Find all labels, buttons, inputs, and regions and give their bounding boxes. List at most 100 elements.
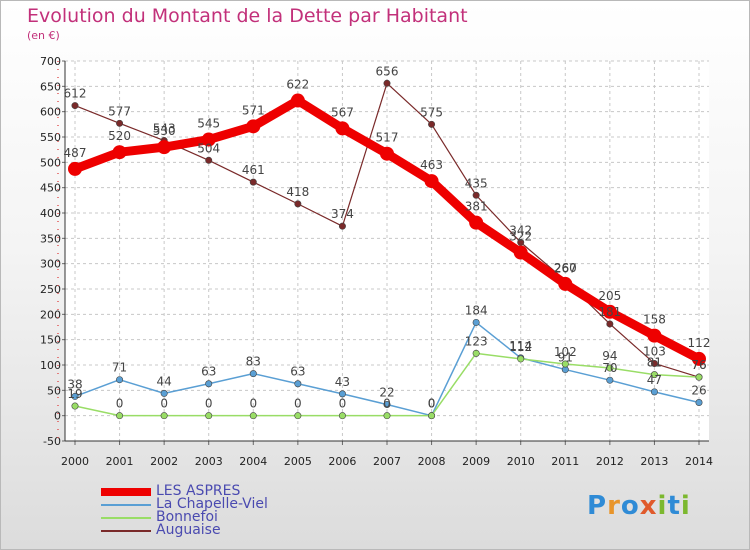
point-bonnefoi xyxy=(517,355,525,363)
legend-swatch xyxy=(101,530,151,532)
logo-letter: P xyxy=(587,491,608,521)
legend-label: Bonnefoi xyxy=(156,509,218,525)
data-label-la-chapelle-viel: 47 xyxy=(647,373,662,387)
data-label-la-chapelle-viel: 22 xyxy=(379,386,394,400)
point-bonnefoi xyxy=(71,402,79,410)
data-label-les-aspres: 571 xyxy=(242,103,265,117)
point-auguaise xyxy=(472,191,480,199)
y-tick-label: 300 xyxy=(40,258,61,271)
data-label-les-aspres: 567 xyxy=(331,105,354,119)
y-tick-label: 700 xyxy=(40,55,61,68)
point-bonnefoi xyxy=(383,412,391,420)
point-les-aspres xyxy=(112,145,127,160)
data-label-la-chapelle-viel: 63 xyxy=(290,365,305,379)
y-tick-label: 550 xyxy=(40,131,61,144)
x-tick-label: 2001 xyxy=(106,455,134,468)
point-auguaise xyxy=(650,359,658,367)
legend-label: La Chapelle-Viel xyxy=(156,496,268,512)
data-label-les-aspres: 517 xyxy=(376,131,399,145)
point-bonnefoi xyxy=(472,349,480,357)
data-label-auguaise: 461 xyxy=(242,163,265,177)
x-tick-label: 2004 xyxy=(239,455,267,468)
y-tick-label: 350 xyxy=(40,232,61,245)
y-tick-label: 150 xyxy=(40,334,61,347)
y-tick-label: 0 xyxy=(54,410,61,423)
proxiti-logo: Proxiti xyxy=(587,491,691,521)
data-label-bonnefoi: 76 xyxy=(691,358,706,372)
point-les-aspres xyxy=(201,132,216,147)
data-label-la-chapelle-viel: 114 xyxy=(509,339,532,353)
data-label-auguaise: 76 xyxy=(691,358,706,372)
point-les-aspres xyxy=(692,351,706,366)
point-bonnefoi xyxy=(606,364,614,372)
y-tick-label: 50 xyxy=(47,384,61,397)
y-tick-label: 600 xyxy=(40,106,61,119)
point-les-aspres xyxy=(335,121,350,136)
chart-subtitle: (en €) xyxy=(27,29,60,42)
data-label-la-chapelle-viel: 184 xyxy=(465,303,488,317)
data-label-bonnefoi: 0 xyxy=(339,397,347,411)
data-label-bonnefoi: 0 xyxy=(249,397,257,411)
data-label-auguaise: 575 xyxy=(420,105,443,119)
point-auguaise xyxy=(294,200,302,208)
legend-label: LES ASPRES xyxy=(156,483,241,499)
x-tick-label: 2012 xyxy=(596,455,624,468)
data-label-auguaise: 267 xyxy=(554,261,577,275)
point-les-aspres xyxy=(380,146,394,161)
point-bonnefoi xyxy=(695,373,703,381)
data-label-auguaise: 543 xyxy=(153,122,176,136)
point-auguaise xyxy=(205,156,213,164)
point-la-chapelle-viel xyxy=(160,389,168,397)
logo-letter: i xyxy=(680,491,691,521)
data-label-la-chapelle-viel: 71 xyxy=(112,361,127,375)
data-label-auguaise: 418 xyxy=(286,185,309,199)
point-bonnefoi xyxy=(249,412,257,420)
point-bonnefoi xyxy=(116,412,124,420)
data-label-la-chapelle-viel: 70 xyxy=(602,361,617,375)
x-tick-label: 2002 xyxy=(150,455,178,468)
data-label-la-chapelle-viel: 91 xyxy=(558,351,573,365)
point-bonnefoi xyxy=(650,371,658,379)
data-label-auguaise: 103 xyxy=(643,344,666,358)
data-label-bonnefoi: 0 xyxy=(205,397,213,411)
x-tick-label: 2006 xyxy=(328,455,356,468)
point-les-aspres xyxy=(647,328,662,343)
data-label-auguaise: 577 xyxy=(108,104,131,118)
point-auguaise xyxy=(116,119,124,127)
y-tick-label: 400 xyxy=(40,207,61,220)
data-label-bonnefoi: 81 xyxy=(647,356,662,370)
point-bonnefoi xyxy=(338,412,346,420)
y-tick-label: 450 xyxy=(40,182,61,195)
data-label-auguaise: 656 xyxy=(376,64,399,78)
data-label-la-chapelle-viel: 43 xyxy=(335,375,350,389)
data-label-bonnefoi: 0 xyxy=(294,397,302,411)
legend-swatch xyxy=(101,488,151,496)
data-label-bonnefoi: 0 xyxy=(428,397,436,411)
data-label-les-aspres: 158 xyxy=(643,313,666,327)
series-layer xyxy=(68,79,706,420)
data-label-la-chapelle-viel: 63 xyxy=(201,365,216,379)
point-la-chapelle-viel xyxy=(294,380,302,388)
point-la-chapelle-viel xyxy=(472,318,480,326)
point-la-chapelle-viel xyxy=(205,380,213,388)
data-labels: 6125775435044614183746565754353422671811… xyxy=(64,64,711,410)
x-tick-label: 2000 xyxy=(61,455,89,468)
legend-label: Auguaise xyxy=(156,522,221,538)
legend-swatch xyxy=(101,504,151,506)
chart-title: Evolution du Montant de la Dette par Hab… xyxy=(27,5,468,27)
point-auguaise xyxy=(428,120,436,128)
point-les-aspres xyxy=(558,276,573,291)
data-label-bonnefoi: 123 xyxy=(465,334,488,348)
point-la-chapelle-viel xyxy=(606,376,614,384)
data-label-auguaise: 181 xyxy=(598,305,621,319)
point-les-aspres xyxy=(513,245,528,260)
data-label-les-aspres: 530 xyxy=(153,124,176,138)
data-label-auguaise: 504 xyxy=(197,141,220,155)
data-label-la-chapelle-viel: 26 xyxy=(691,383,706,397)
point-les-aspres xyxy=(246,119,261,134)
data-label-les-aspres: 487 xyxy=(64,146,87,160)
data-label-auguaise: 435 xyxy=(465,176,488,190)
point-la-chapelle-viel xyxy=(249,370,257,378)
